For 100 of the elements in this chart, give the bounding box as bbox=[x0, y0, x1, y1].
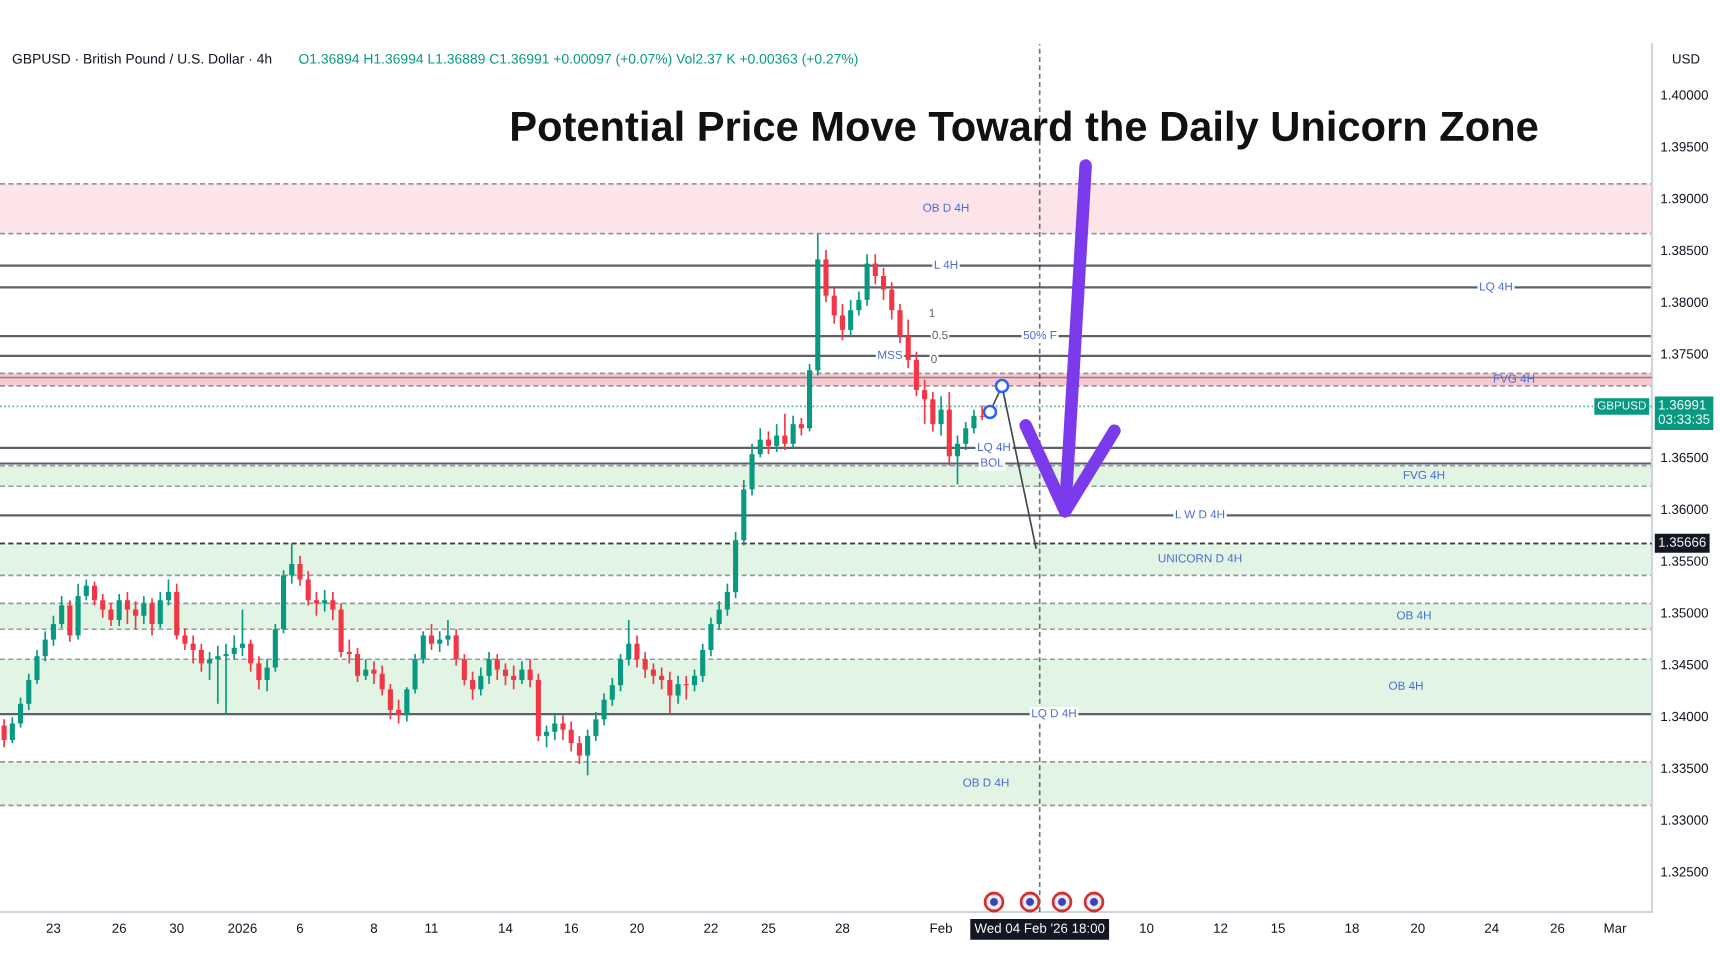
candlestick bbox=[272, 623, 278, 673]
candlestick bbox=[420, 630, 426, 665]
candlestick bbox=[371, 660, 377, 685]
candlestick bbox=[502, 662, 509, 686]
candlestick bbox=[782, 412, 788, 451]
candlestick bbox=[774, 423, 780, 453]
candlestick bbox=[486, 651, 492, 685]
candlestick bbox=[83, 578, 89, 602]
candlestick bbox=[297, 554, 303, 587]
candlestick bbox=[831, 286, 837, 325]
candlestick bbox=[141, 595, 147, 625]
candlestick bbox=[157, 591, 163, 630]
candlestick bbox=[946, 391, 952, 467]
candlestick bbox=[239, 608, 246, 657]
candlestick bbox=[675, 675, 681, 705]
candlestick bbox=[198, 642, 204, 673]
candlestick bbox=[765, 430, 772, 456]
candlestick bbox=[839, 303, 845, 342]
candlestick bbox=[313, 591, 319, 617]
candlestick bbox=[856, 290, 862, 317]
candlestick bbox=[91, 580, 98, 607]
candlestick bbox=[428, 623, 435, 651]
candlestick bbox=[67, 599, 73, 643]
candlestick bbox=[659, 666, 665, 691]
candlestick bbox=[913, 350, 919, 398]
candlestick bbox=[585, 728, 591, 777]
candlestick bbox=[650, 662, 656, 685]
candlestick bbox=[963, 421, 969, 451]
candlestick bbox=[724, 582, 730, 617]
candlestick bbox=[190, 634, 196, 665]
candlestick bbox=[354, 647, 361, 683]
candlestick bbox=[708, 616, 714, 657]
candlestick bbox=[461, 653, 467, 686]
candlestick bbox=[617, 653, 624, 693]
candlestick bbox=[897, 303, 903, 345]
candlestick bbox=[42, 630, 48, 663]
candlestick bbox=[412, 653, 418, 695]
candlestick bbox=[26, 672, 32, 711]
candlestick bbox=[864, 253, 870, 307]
candlestick bbox=[880, 266, 887, 301]
candlestick bbox=[248, 638, 254, 673]
candlestick bbox=[124, 591, 130, 625]
candlestick bbox=[18, 696, 24, 729]
candlestick bbox=[609, 677, 615, 707]
candlestick bbox=[667, 670, 673, 715]
candlestick bbox=[848, 299, 854, 337]
candlestick bbox=[527, 658, 533, 689]
candlestick bbox=[683, 675, 689, 701]
candlestick bbox=[601, 692, 607, 727]
candlestick bbox=[494, 653, 500, 681]
candlestick bbox=[174, 582, 180, 641]
candlestick bbox=[634, 634, 640, 669]
candlestick bbox=[1, 718, 7, 749]
candlestick bbox=[149, 597, 155, 637]
candlestick bbox=[749, 442, 755, 497]
candlestick bbox=[182, 627, 188, 651]
candlestick bbox=[330, 591, 336, 621]
candlestick bbox=[100, 593, 106, 619]
candlestick bbox=[223, 642, 229, 715]
candlestick bbox=[954, 434, 961, 486]
candlestick bbox=[511, 664, 517, 691]
candlestick bbox=[108, 602, 114, 627]
candlestick bbox=[790, 415, 796, 449]
candlestick bbox=[905, 318, 911, 370]
candlestick bbox=[453, 628, 459, 667]
candlestick bbox=[264, 658, 270, 693]
candlestick bbox=[930, 391, 936, 433]
candlestick bbox=[576, 735, 582, 765]
candlestick bbox=[971, 408, 977, 435]
candlestick bbox=[387, 683, 393, 721]
candlestick bbox=[165, 578, 172, 607]
candlestick bbox=[215, 644, 221, 705]
candlestick bbox=[404, 686, 410, 723]
candlestick bbox=[9, 716, 15, 744]
candlestick bbox=[478, 666, 484, 697]
candlestick bbox=[552, 714, 558, 741]
candlestick bbox=[207, 651, 213, 681]
candlestick bbox=[568, 720, 574, 753]
candlestick bbox=[322, 589, 328, 613]
candlestick bbox=[757, 427, 763, 459]
candlestick bbox=[593, 711, 599, 742]
candlestick bbox=[289, 542, 295, 585]
candlestick bbox=[519, 660, 525, 685]
candlestick bbox=[305, 570, 311, 607]
text: Potential Price Move Toward the Daily Unicorn Zone bbox=[512, 110, 1538, 150]
candlestick bbox=[922, 378, 928, 425]
candlestick bbox=[700, 642, 706, 683]
candlestick bbox=[544, 724, 550, 749]
candlestick bbox=[338, 602, 344, 659]
candlestick bbox=[363, 658, 369, 681]
candlestick bbox=[642, 651, 648, 679]
candlestick bbox=[445, 619, 451, 647]
candlestick bbox=[50, 614, 56, 647]
candlestick bbox=[231, 634, 237, 661]
candlestick bbox=[346, 638, 352, 665]
candlestick bbox=[133, 600, 139, 631]
candlestick bbox=[889, 281, 895, 321]
candlestick bbox=[691, 668, 698, 693]
candlestick bbox=[59, 595, 65, 630]
candlestick bbox=[437, 630, 443, 653]
